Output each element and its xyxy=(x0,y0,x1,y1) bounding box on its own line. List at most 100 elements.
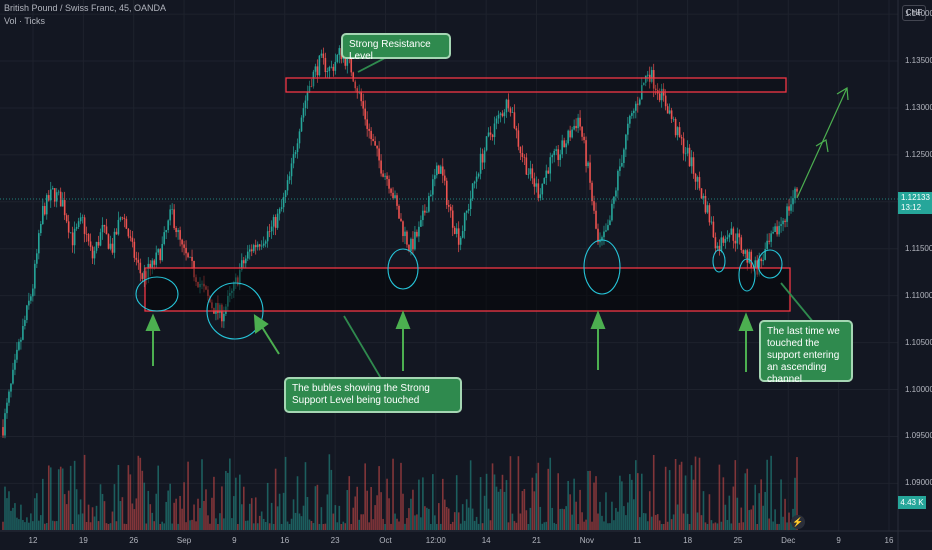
resistance-zone xyxy=(285,77,787,93)
candle-body xyxy=(794,188,796,199)
volume-bar xyxy=(141,470,144,530)
up-arrow-5 xyxy=(738,312,754,372)
volume-bar xyxy=(515,522,518,530)
candle-body xyxy=(644,75,647,83)
volume-bar xyxy=(360,514,362,530)
volume-bar xyxy=(430,523,432,530)
candle-body xyxy=(710,221,713,223)
currency-button[interactable]: CHF xyxy=(902,5,926,21)
volume-bar xyxy=(28,522,30,530)
candle-body xyxy=(312,71,315,87)
candle-body xyxy=(294,152,297,155)
candle-body xyxy=(515,128,518,131)
volume-bar xyxy=(79,499,82,530)
candle-body xyxy=(10,383,12,392)
candle-body xyxy=(770,233,772,242)
candle-body xyxy=(65,215,68,222)
candle-body xyxy=(700,188,703,199)
candle-body xyxy=(47,195,50,201)
candle-body xyxy=(400,218,402,222)
volume-bar xyxy=(260,511,263,530)
volume-bar xyxy=(4,486,6,530)
candle-body xyxy=(736,233,739,244)
candle-body xyxy=(145,271,148,278)
resistance-annotation[interactable]: Strong Resistance Level xyxy=(341,33,451,62)
volume-bar xyxy=(742,522,745,530)
candle-body xyxy=(728,234,731,238)
volume-bar xyxy=(213,476,215,530)
time-tick-label: Dec xyxy=(781,536,796,545)
volume-indicator-title[interactable]: Vol · Ticks xyxy=(4,16,46,26)
volume-bar xyxy=(161,521,163,530)
support-annotation[interactable]: The bubles showing the Strong Support Le… xyxy=(284,377,462,413)
candle-body xyxy=(354,81,357,89)
candle-body xyxy=(549,157,552,174)
candle-body xyxy=(774,226,776,233)
volume-bar xyxy=(314,486,317,530)
volume-bar xyxy=(97,521,100,530)
candle-body xyxy=(169,209,171,221)
volume-bar xyxy=(376,495,378,530)
candle-body xyxy=(539,194,542,198)
candle-body xyxy=(384,175,386,177)
candle-body xyxy=(225,306,227,314)
volume-bar xyxy=(567,480,569,530)
volume-bar xyxy=(151,512,154,530)
candle-body xyxy=(175,227,177,233)
candle-body xyxy=(637,103,639,105)
volume-bar xyxy=(195,521,197,530)
candle-body xyxy=(746,250,749,263)
candle-body xyxy=(780,224,782,226)
volume-bar xyxy=(384,523,386,530)
candle-body xyxy=(344,54,347,66)
volume-bar xyxy=(495,486,498,530)
candle-body xyxy=(455,228,458,234)
volume-bar xyxy=(366,490,368,530)
volume-bar xyxy=(109,523,112,530)
candle-body xyxy=(20,339,22,342)
candle-body xyxy=(537,183,540,198)
candle-body xyxy=(561,140,563,155)
volume-bar xyxy=(358,519,361,530)
candle-body xyxy=(575,125,577,129)
volume-bar xyxy=(181,508,183,530)
volume-bar xyxy=(209,523,211,530)
candle-body xyxy=(36,253,38,264)
volume-bar xyxy=(553,522,556,530)
volume-bar xyxy=(501,474,504,530)
volume-bar xyxy=(545,521,548,530)
volume-bar xyxy=(710,520,713,530)
volume-bar xyxy=(93,516,96,530)
volume-bar xyxy=(662,523,665,530)
candle-body xyxy=(525,157,528,175)
volume-bar xyxy=(131,503,134,530)
volume-bar xyxy=(527,523,530,530)
candle-body xyxy=(513,112,516,129)
candle-body xyxy=(493,123,496,138)
volume-bar xyxy=(507,522,510,530)
time-tick-label: 16 xyxy=(280,536,290,545)
touch-bubble-3 xyxy=(387,248,419,290)
volume-bar xyxy=(14,503,16,530)
volume-bar xyxy=(760,479,762,530)
volume-bar xyxy=(603,521,605,530)
volume-bar xyxy=(463,520,466,530)
volume-bar xyxy=(45,523,48,530)
candle-body xyxy=(280,207,283,209)
volume-bar xyxy=(483,495,486,530)
tradingview-logo-icon[interactable]: ⚡ xyxy=(791,515,805,529)
candle-body xyxy=(392,192,394,198)
volume-bar xyxy=(724,504,727,530)
volume-bar xyxy=(493,474,496,530)
volume-bar xyxy=(637,473,639,530)
volume-bar xyxy=(2,521,4,530)
candle-body xyxy=(589,162,591,183)
candle-body xyxy=(445,180,448,205)
candle-body xyxy=(6,402,8,414)
channel-annotation[interactable]: The last time we touched the support ent… xyxy=(759,320,853,385)
candle-body xyxy=(91,246,94,259)
volume-bar xyxy=(591,521,593,530)
volume-bar xyxy=(87,504,90,530)
candle-body xyxy=(581,126,583,137)
